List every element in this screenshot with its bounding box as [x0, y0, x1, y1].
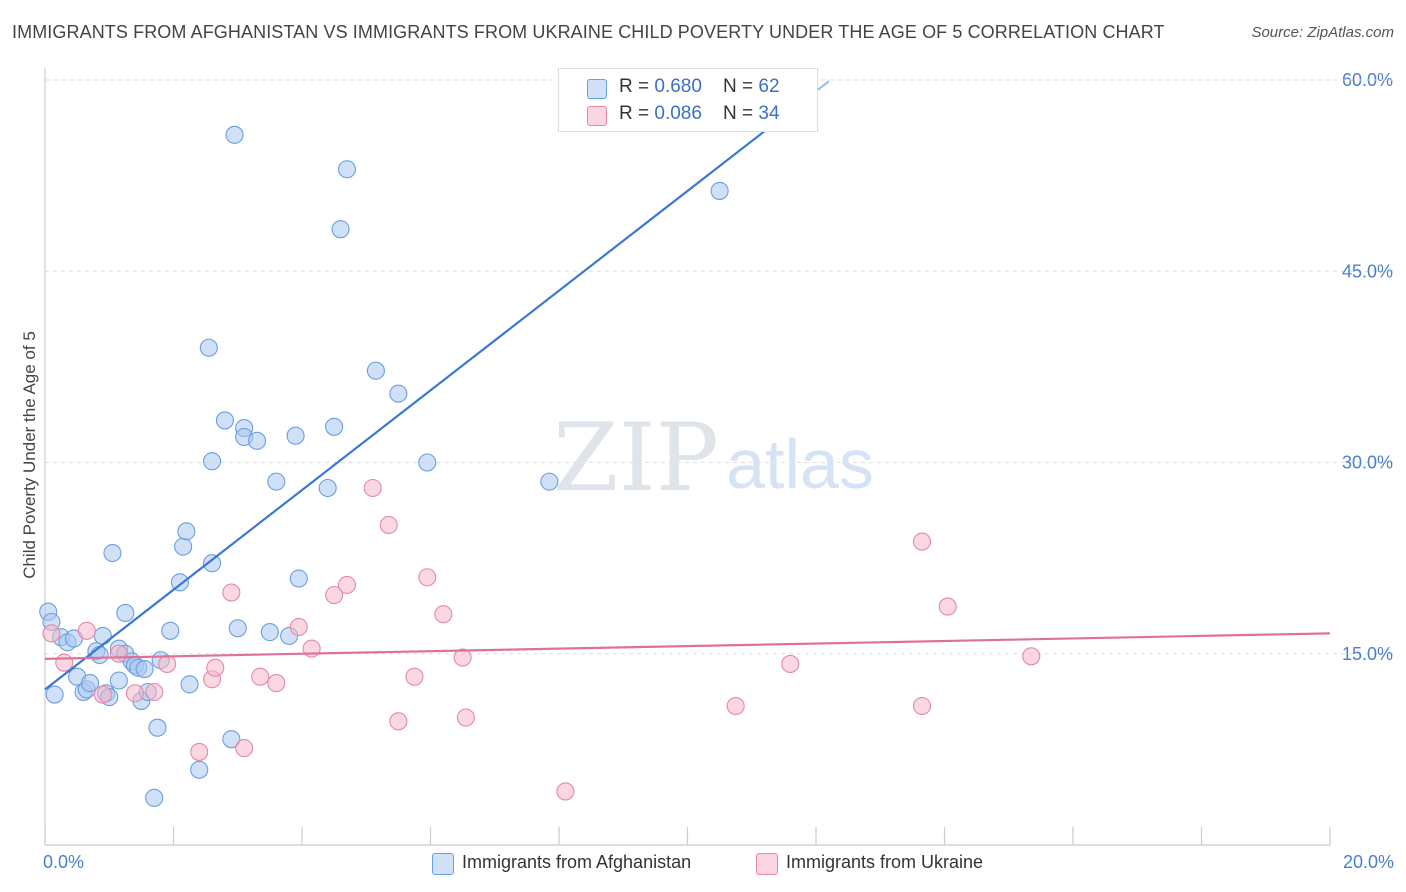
ukraine-point: [912, 696, 932, 716]
legend-r-label: R =: [619, 103, 655, 124]
ukraine-point: [251, 667, 270, 686]
afghanistan-point: [325, 417, 344, 436]
afghanistan-point: [170, 573, 189, 592]
ukraine-point: [418, 568, 437, 587]
afghanistan-point: [45, 685, 64, 704]
legend-swatch-ukraine: [756, 853, 778, 875]
afghanistan-point: [135, 659, 154, 679]
afghanistan-point: [80, 674, 100, 693]
afghanistan-point: [174, 537, 193, 556]
legend-swatch-afghanistan: [432, 853, 454, 875]
afghanistan-point: [331, 220, 350, 239]
legend-n-value: 34: [758, 103, 780, 124]
y-tick-label: 45.0%: [1342, 261, 1393, 281]
afghanistan-point: [203, 554, 222, 573]
afghanistan-point: [418, 453, 437, 472]
ukraine-point: [434, 605, 453, 624]
ukraine-point: [77, 621, 96, 640]
ukraine-point: [125, 684, 144, 703]
afghanistan-point: [116, 603, 135, 623]
ukraine-point: [556, 782, 575, 801]
legend-label-afghanistan: Immigrants from Afghanistan: [462, 852, 692, 872]
legend-n-label: N =: [723, 103, 759, 124]
x-tick-label-min: 0.0%: [43, 852, 85, 872]
ukraine-point: [363, 478, 382, 498]
ukraine-trend-line: [44, 632, 1331, 660]
ukraine-point: [190, 742, 209, 761]
ukraine-point: [145, 682, 164, 702]
ukraine-point: [726, 696, 745, 716]
legend-n-value: 62: [758, 76, 780, 97]
afghanistan-point: [103, 543, 122, 563]
ukraine-point: [158, 654, 177, 674]
afghanistan-point: [145, 788, 164, 807]
afghanistan-point: [109, 671, 128, 690]
legend-n-label: N =: [723, 76, 759, 97]
afghanistan-point: [161, 621, 180, 640]
ukraine-point: [938, 597, 957, 616]
watermark-atlas: atlas: [726, 425, 874, 503]
afghanistan-point: [389, 384, 408, 403]
ukraine-point: [453, 648, 472, 667]
afghanistan-point: [225, 125, 244, 144]
afghanistan-point: [215, 411, 234, 430]
afghanistan-point: [90, 645, 109, 665]
afghanistan-point: [337, 160, 357, 179]
ukraine-point: [289, 617, 308, 637]
legend-r-label: R =: [619, 76, 655, 97]
ukraine-point: [456, 708, 475, 727]
afghanistan-point: [710, 181, 729, 200]
correlation-legend: R = 0.680 N = 62 R = 0.086 N = 34: [558, 68, 818, 132]
afghanistan-point: [540, 472, 559, 491]
watermark-zip: ZIP: [553, 404, 719, 513]
afghanistan-point: [247, 431, 267, 450]
legend-label-ukraine: Immigrants from Ukraine: [786, 852, 984, 872]
afghanistan-point: [366, 361, 385, 380]
afghanistan-point: [222, 730, 241, 749]
y-tick-label: 15.0%: [1342, 644, 1393, 664]
ukraine-point: [93, 685, 112, 704]
chart-title: IMMIGRANTS FROM AFGHANISTAN VS IMMIGRANT…: [12, 22, 1165, 42]
source-label: Source: ZipAtlas.com: [1251, 24, 1394, 41]
ukraine-point: [1022, 647, 1041, 666]
ukraine-point: [206, 658, 225, 677]
legend-swatch-ukraine: [587, 106, 607, 126]
y-tick-label: 30.0%: [1342, 453, 1393, 473]
ukraine-point: [379, 515, 398, 535]
afghanistan-point: [228, 619, 247, 638]
x-tick-label-max: 20.0%: [1342, 852, 1394, 872]
afghanistan-trend-line: [44, 130, 766, 691]
ukraine-point: [389, 712, 408, 731]
afghanistan-point: [199, 338, 218, 357]
afghanistan-point: [93, 626, 112, 645]
ukraine-point: [337, 575, 357, 594]
legend-swatch-afghanistan: [587, 79, 607, 99]
afghanistan-point: [148, 718, 167, 737]
ukraine-point: [267, 674, 286, 693]
afghanistan-point: [203, 452, 222, 471]
legend-r-value: 0.680: [654, 76, 702, 97]
ukraine-point: [222, 583, 241, 602]
afghanistan-point: [177, 522, 196, 541]
ukraine-point: [912, 532, 932, 551]
afghanistan-point: [260, 623, 279, 642]
ukraine-point: [325, 586, 344, 605]
ukraine-point: [109, 644, 128, 663]
ukraine-point: [42, 624, 61, 643]
afghanistan-point: [180, 675, 199, 694]
afghanistan-point: [286, 426, 305, 445]
afghanistan-point: [190, 760, 209, 779]
ukraine-point: [235, 739, 254, 758]
ukraine-point: [781, 654, 800, 674]
afghanistan-point: [318, 478, 337, 498]
afghanistan-point: [289, 569, 308, 588]
afghanistan-point: [267, 472, 286, 491]
ukraine-point: [405, 667, 424, 686]
legend-r-value: 0.086: [654, 103, 702, 124]
